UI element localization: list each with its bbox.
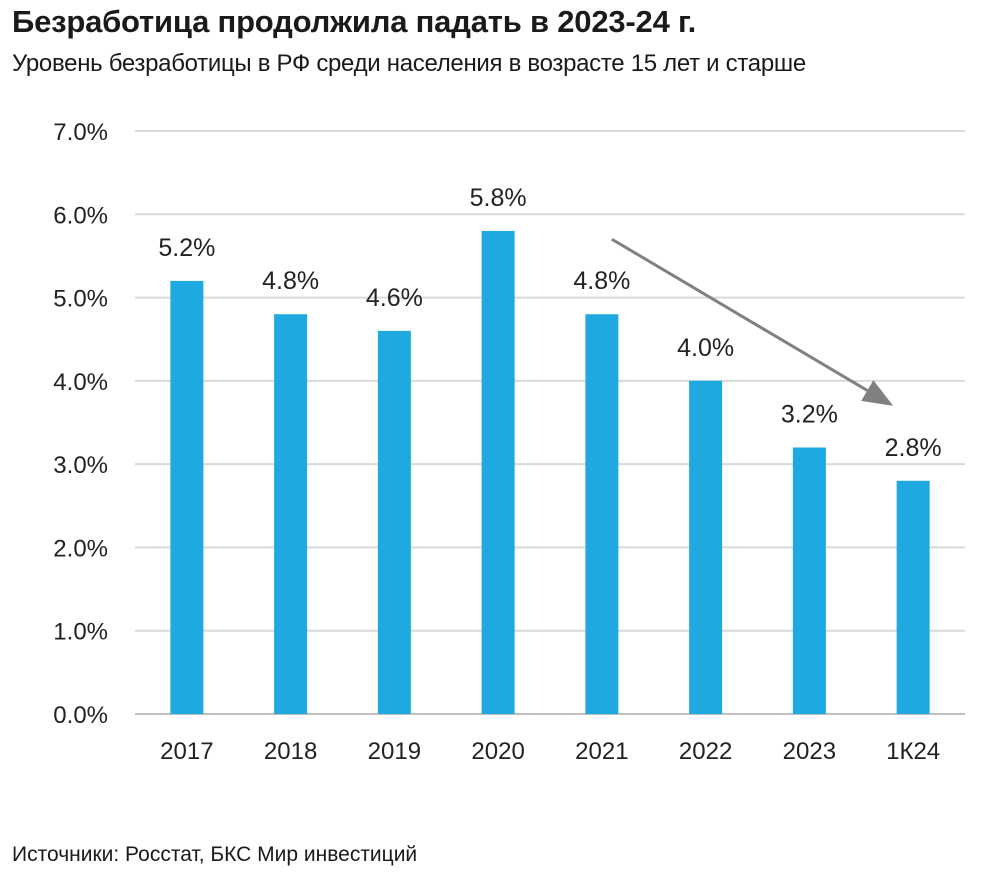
x-tick-label: 2022 (679, 738, 732, 765)
x-tick-label: 2017 (160, 738, 213, 765)
chart-subtitle: Уровень безработицы в РФ среди населения… (12, 50, 806, 77)
y-tick-label: 7.0% (53, 119, 108, 146)
x-tick-label: 2023 (783, 738, 836, 765)
trend-arrow-shaft (611, 237, 869, 392)
data-labels: 5.2% 4.8% 4.6% 5.8% 4.8% 4.0% 3.2% 2.8% (158, 184, 941, 462)
bar (274, 314, 308, 714)
data-label: 4.8% (573, 267, 630, 295)
bar (585, 314, 619, 714)
y-tick-label: 4.0% (53, 369, 108, 396)
y-axis: 0.0% 1.0% 2.0% 3.0% 4.0% 5.0% 6.0% 7.0% (53, 119, 108, 729)
trend-arrow (611, 237, 894, 406)
x-tick-label: 2018 (264, 738, 317, 765)
source-note: Источники: Росстат, БКС Мир инвестиций (12, 843, 418, 866)
data-label: 5.2% (158, 234, 215, 262)
chart-title: Безработица продолжила падать в 2023-24 … (12, 4, 697, 39)
bar (170, 280, 204, 714)
x-axis: 2017 2018 2019 2020 2021 2022 2023 1К24 (160, 738, 940, 765)
data-label: 2.8% (885, 434, 942, 462)
trend-arrow-head (861, 380, 894, 406)
data-label: 4.6% (366, 284, 423, 312)
y-tick-label: 3.0% (53, 452, 108, 479)
bars (170, 230, 930, 714)
y-tick-label: 2.0% (53, 535, 108, 562)
y-tick-label: 0.0% (53, 702, 108, 729)
x-tick-label: 1К24 (886, 738, 940, 765)
y-tick-label: 6.0% (53, 202, 108, 229)
gridlines (135, 130, 965, 715)
x-tick-label: 2019 (368, 738, 421, 765)
y-tick-label: 1.0% (53, 619, 108, 646)
y-tick-label: 5.0% (53, 286, 108, 313)
data-label: 4.0% (677, 334, 734, 362)
bar (481, 230, 515, 714)
data-label: 5.8% (470, 184, 527, 212)
bar (792, 447, 826, 714)
x-tick-label: 2020 (471, 738, 524, 765)
x-tick-label: 2021 (575, 738, 628, 765)
bar (377, 330, 411, 714)
bar (689, 380, 723, 714)
bar (896, 480, 930, 714)
data-label: 3.2% (781, 400, 838, 428)
data-label: 4.8% (262, 267, 319, 295)
